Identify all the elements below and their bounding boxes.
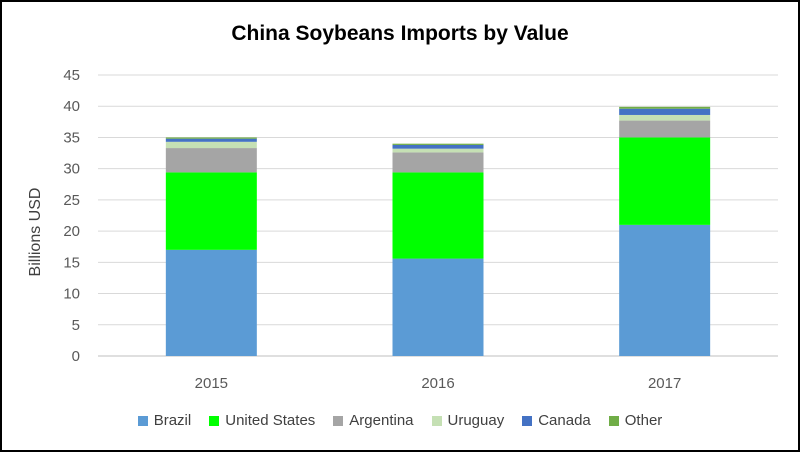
bar-segment	[619, 137, 711, 225]
y-tick-label: 35	[63, 129, 80, 146]
y-tick-label: 40	[63, 98, 80, 115]
legend: Brazil United States Argentina Uruguay Canad…	[2, 412, 798, 429]
legend-swatch	[209, 415, 220, 426]
legend-swatch	[608, 415, 619, 426]
bar-segment	[392, 258, 484, 356]
bar-segment	[392, 148, 484, 153]
legend-swatch	[431, 415, 442, 426]
axes: 0 5 10 15 20 25 30 35 40 45 2015 2016 2017	[63, 67, 681, 392]
bar-segment	[165, 249, 257, 356]
bar-segment	[392, 152, 484, 173]
legend-item: Uruguay	[431, 412, 505, 429]
legend-label: Argentina	[349, 412, 414, 429]
bar-segment	[619, 114, 711, 121]
legend-item: United States	[209, 412, 315, 429]
chart-title: China Soybeans Imports by Value	[231, 22, 569, 45]
bars	[165, 106, 711, 356]
bar-segment	[619, 224, 711, 356]
bar-segment	[619, 106, 711, 109]
y-tick-label: 15	[63, 254, 80, 271]
y-tick-label: 30	[63, 161, 80, 178]
bar-segment	[619, 120, 711, 138]
legend-item: Argentina	[333, 412, 414, 429]
legend-label: Brazil	[153, 412, 192, 429]
bar-segment	[619, 108, 711, 115]
bar-segment	[165, 138, 257, 142]
legend-label: Other	[624, 412, 663, 429]
legend-swatch	[522, 415, 533, 426]
x-tick-label: 2015	[195, 375, 228, 392]
y-tick-label: 10	[63, 286, 80, 303]
bar-segment	[165, 172, 257, 250]
x-tick-label: 2016	[421, 375, 454, 392]
legend-swatch	[137, 415, 148, 426]
legend-swatch	[333, 415, 344, 426]
legend-item: Brazil	[137, 412, 192, 429]
bar-segment	[165, 141, 257, 149]
legend-item: Canada	[522, 412, 591, 429]
y-tick-label: 0	[72, 348, 80, 365]
legend-label: Uruguay	[447, 412, 505, 429]
bar-segment	[392, 172, 484, 259]
y-tick-label: 25	[63, 192, 80, 209]
y-tick-label: 45	[63, 67, 80, 84]
y-tick-label: 20	[63, 223, 80, 240]
x-tick-label: 2017	[648, 375, 681, 392]
bar-segment	[165, 137, 257, 139]
y-tick-label: 5	[72, 317, 80, 334]
bar-segment	[392, 144, 484, 149]
legend-label: Canada	[538, 412, 591, 429]
legend-label: United States	[225, 412, 316, 429]
legend-item: Other	[608, 412, 663, 429]
bar-segment	[165, 148, 257, 173]
bar-segment	[392, 143, 484, 145]
